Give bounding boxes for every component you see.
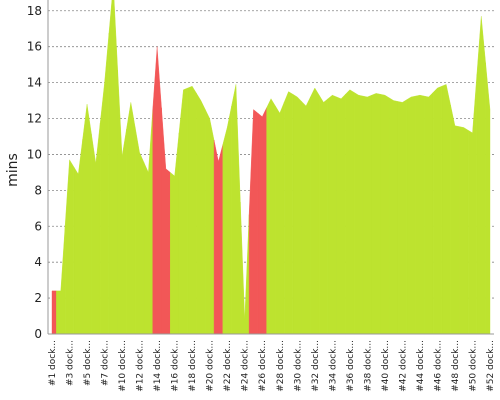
area-slice xyxy=(336,93,346,334)
area-slice xyxy=(51,290,57,334)
x-tick-label: #32 dock... xyxy=(311,340,321,392)
x-tick-label: #7 dock... xyxy=(101,340,111,386)
area-slice xyxy=(143,109,153,334)
area-slice xyxy=(275,102,285,334)
x-tick-label: #24 dock... xyxy=(241,340,251,392)
area-slice xyxy=(415,94,425,334)
x-tick-label: #12 dock... xyxy=(136,340,146,392)
x-tick-label: #3 dock... xyxy=(66,340,76,386)
area-slice xyxy=(56,225,66,334)
area-slice xyxy=(389,97,399,334)
area xyxy=(51,0,491,334)
x-tick-label: #46 dock... xyxy=(433,340,443,392)
area-slice xyxy=(476,16,486,334)
x-tick-label: #42 dock... xyxy=(398,340,408,392)
area-slice xyxy=(178,87,188,334)
area-slice xyxy=(108,0,118,334)
x-tick-label: #44 dock... xyxy=(416,340,426,392)
area-slice xyxy=(91,122,101,334)
area-slice xyxy=(283,91,294,334)
area-slice xyxy=(266,98,276,334)
area-slice xyxy=(187,85,197,334)
y-tick-label: 12 xyxy=(27,112,42,126)
y-tick-label: 10 xyxy=(27,147,42,161)
area-slice xyxy=(310,87,320,334)
y-tick-label: 4 xyxy=(34,255,42,269)
area-slice xyxy=(248,109,259,334)
area-slice xyxy=(301,96,311,334)
area-slice xyxy=(73,139,83,334)
y-tick-label: 8 xyxy=(34,183,42,197)
area-slice xyxy=(170,132,180,334)
y-tick-label: 14 xyxy=(27,76,42,90)
x-tick-label: #14 dock... xyxy=(153,340,163,392)
area-slice xyxy=(292,93,302,334)
y-tick-label: 0 xyxy=(34,327,42,341)
area-slice xyxy=(345,89,355,334)
area-slice xyxy=(354,92,364,334)
x-tick-label: #5 dock... xyxy=(83,340,93,386)
x-tick-label: #20 dock... xyxy=(206,340,216,392)
x-tick-label: #16 dock... xyxy=(171,340,181,392)
area-slice xyxy=(161,107,171,334)
x-tick-label: #34 dock... xyxy=(328,340,338,392)
x-tick-label: #28 dock... xyxy=(276,340,286,392)
area-slice xyxy=(205,109,215,334)
y-axis-label: mins xyxy=(5,153,21,187)
y-tick-label: 6 xyxy=(34,219,42,233)
x-tick-label: #22 dock... xyxy=(223,340,233,392)
area-slice xyxy=(257,107,267,334)
area-slice xyxy=(126,102,136,334)
area-slice xyxy=(441,84,451,334)
area-slice xyxy=(380,94,390,334)
x-tick-label: #18 dock... xyxy=(188,340,198,392)
area-slice xyxy=(459,126,469,334)
x-tick-label: #52 dock... xyxy=(486,340,496,392)
area-slice xyxy=(117,70,127,334)
y-tick-label: 2 xyxy=(34,291,42,305)
x-tick-label: #48 dock... xyxy=(451,340,461,392)
area-slice xyxy=(406,95,416,334)
area-slice xyxy=(135,127,145,334)
area-slice xyxy=(424,91,434,334)
area-slice xyxy=(240,202,250,334)
area-slice xyxy=(327,94,337,334)
area-slice xyxy=(152,46,162,334)
area-slice xyxy=(99,33,110,334)
area-slice xyxy=(318,94,329,334)
area-slice xyxy=(432,85,443,334)
area-slice xyxy=(362,94,372,334)
area-slice xyxy=(485,62,491,334)
x-tick-label: #40 dock... xyxy=(381,340,391,392)
area-slice xyxy=(82,104,92,334)
area-slice xyxy=(371,93,381,334)
area-slice xyxy=(231,84,241,334)
area-slice xyxy=(213,140,224,334)
y-tick-label: 16 xyxy=(27,40,42,54)
x-tick-label: #30 dock... xyxy=(293,340,303,392)
x-tick-label: #38 dock... xyxy=(363,340,373,392)
area-slice xyxy=(450,105,460,334)
x-tick-label: #10 dock... xyxy=(118,340,128,392)
y-tick-label: 18 xyxy=(27,4,42,18)
x-tick-label: #50 dock... xyxy=(468,340,478,392)
area-slice xyxy=(196,92,206,334)
area-slice xyxy=(397,99,407,334)
area-slice xyxy=(64,159,75,334)
area-slice xyxy=(222,105,232,334)
x-tick-label: #1 dock... xyxy=(48,340,58,386)
x-tick-label: #36 dock... xyxy=(346,340,356,392)
area-slice xyxy=(467,74,478,334)
x-tick-label: #26 dock... xyxy=(258,340,268,392)
